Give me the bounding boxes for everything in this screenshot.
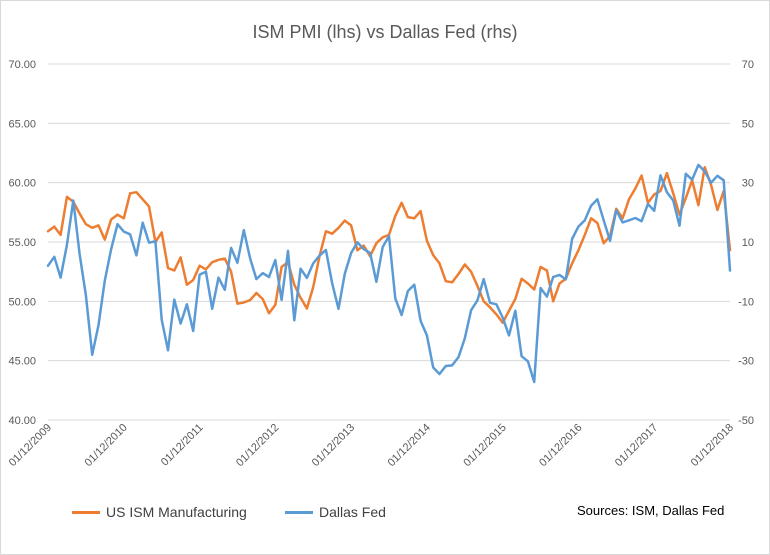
legend-item-dallas-fed: Dallas Fed: [285, 504, 386, 520]
left-tick-label: 55.00: [8, 237, 36, 249]
legend-item-us-ism: US ISM Manufacturing: [72, 504, 247, 520]
x-tick-label: 01/12/2018: [689, 422, 736, 469]
legend-swatch-us-ism: [72, 510, 100, 514]
x-tick-label: 01/12/2015: [461, 422, 508, 469]
x-tick-label: 01/12/2011: [159, 422, 206, 469]
x-tick-label: 01/12/2014: [386, 422, 433, 469]
sources-note: Sources: ISM, Dallas Fed: [577, 503, 725, 518]
left-tick-label: 65.00: [8, 118, 36, 130]
x-tick-label: 01/12/2010: [82, 422, 129, 469]
right-tick-label: 10: [742, 237, 754, 249]
left-tick-label: 45.00: [8, 356, 36, 368]
x-tick-label: 01/12/2012: [234, 422, 281, 469]
left-tick-label: 70.00: [8, 59, 36, 71]
right-tick-label: 70: [742, 59, 754, 71]
right-tick-label: 50: [742, 118, 754, 130]
x-tick-label: 01/12/2013: [310, 422, 357, 469]
gridlines: [48, 63, 730, 421]
legend-swatch-dallas-fed: [285, 510, 313, 514]
series-lines: [46, 163, 732, 384]
x-tick-label: 01/12/2017: [613, 422, 660, 469]
right-tick-label: -10: [738, 296, 754, 308]
right-tick-label: -30: [738, 356, 754, 368]
legend-label-dallas-fed: Dallas Fed: [319, 504, 386, 520]
right-tick-label: 30: [742, 178, 754, 190]
legend-label-us-ism: US ISM Manufacturing: [106, 504, 247, 520]
left-tick-label: 40.00: [8, 415, 36, 427]
right-axis-ticks: -50 -30 -10 10 30 50 70: [738, 59, 754, 427]
x-axis-ticks: 01/12/2009 01/12/2010 01/12/2011 01/12/2012…: [7, 422, 736, 469]
x-tick-label: 01/12/2016: [537, 422, 584, 469]
series-line-dallas-fed: [46, 163, 732, 384]
left-tick-label: 50.00: [8, 296, 36, 308]
left-tick-label: 60.00: [8, 178, 36, 190]
x-tick-label: 01/12/2009: [7, 422, 54, 469]
left-axis-ticks: 40.00 45.00 50.00 55.00 60.00 65.00 70.00: [8, 59, 36, 427]
right-tick-label: -50: [738, 415, 754, 427]
chart-title: ISM PMI (lhs) vs Dallas Fed (rhs): [252, 22, 518, 42]
